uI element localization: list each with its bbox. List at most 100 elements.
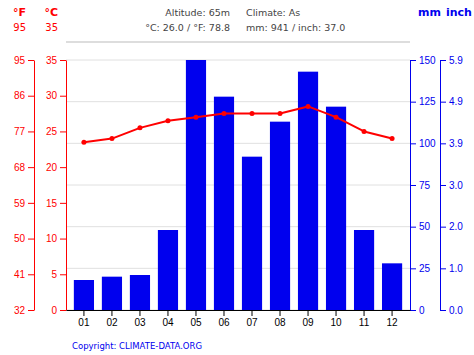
tick-label: 15 [46,198,58,209]
tick-label: 41 [14,269,26,280]
annotation: 35 [45,22,58,33]
bar [158,230,178,310]
tick-label: 10 [46,233,58,244]
bar [186,60,206,310]
annotation: Copyright: CLIMATE-DATA.ORG [72,341,202,351]
tick-label: 5.9 [449,55,463,66]
marker [250,111,255,116]
tick: 25 [410,263,431,274]
tick-label: 08 [274,317,286,328]
tick-mark [28,310,34,311]
annotation: Altitude: 65m [165,7,230,18]
tick-mark [28,239,34,240]
tick-mark [60,131,66,132]
tick-mark [410,227,416,228]
tick-mark [336,310,337,316]
bar [130,275,150,310]
bar [242,157,262,310]
tick: 05 [190,310,202,328]
bar [270,122,290,310]
axis-y4: 0.01.02.03.03.94.95.9 [440,55,463,316]
tick: 3.9 [440,138,463,149]
axis-title: °C [44,6,58,19]
bar [326,107,346,310]
tick-mark [28,60,34,61]
tick: 10 [46,233,66,244]
tick-label: 0 [419,305,425,316]
grid-line [66,185,410,186]
grid-line [66,226,410,227]
separator [66,42,410,43]
tick: 32 [14,305,34,316]
tick-label: 11 [359,317,370,328]
plot-area [74,60,402,310]
tick-mark [440,185,446,186]
tick-mark [60,167,66,168]
marker [306,104,311,109]
tick-label: 10 [330,317,342,328]
tick: 12 [387,310,399,328]
tick-mark [308,310,309,316]
tick-label: 12 [387,317,399,328]
tick-label: 25 [419,263,431,274]
tick-mark [223,310,224,316]
tick: 50 [14,233,34,244]
tick: 0 [51,305,66,316]
tick-mark [60,239,66,240]
tick-label: 50 [419,221,431,232]
axis-line [66,61,67,311]
annotation: Climate: As [246,7,300,18]
tick-mark [60,203,66,204]
axis-line [67,310,411,311]
axis-title: inch [446,6,472,19]
marker [137,125,142,130]
annotation: °C: 26.0 / °F: 78.8 [145,22,230,33]
tick-mark [28,131,34,132]
bar [74,280,94,310]
axis-title: mm [418,6,441,19]
tick-mark [410,143,416,144]
marker [362,129,367,134]
tick-label: 30 [46,90,58,101]
tick-label: 68 [14,162,26,173]
axis-y: 0255075100125150 [410,55,436,316]
tick-label: 32 [14,305,26,316]
tick-label: 04 [162,317,174,328]
tick-mark [410,268,416,269]
tick: 4.9 [440,96,463,107]
axis-line [34,61,35,311]
tick-label: 01 [78,317,90,328]
tick-label: 35 [46,55,58,66]
tick: 2.0 [440,221,463,232]
tick-mark [440,60,446,61]
grid-line [66,101,410,102]
tick-label: 07 [246,317,258,328]
tick-mark [410,102,416,103]
tick-mark [195,310,196,316]
tick-mark [28,96,34,97]
tick: 10 [330,310,342,328]
tick-mark [440,227,446,228]
tick: 01 [78,310,90,328]
chart: 0510152025303532415059687786950255075100… [0,0,474,355]
tick-label: 25 [46,126,58,137]
tick: 68 [14,162,34,173]
tick-mark [60,60,66,61]
annotation: 95 [13,22,26,33]
tick: 5.9 [440,55,463,66]
tick-label: 100 [419,138,436,149]
tick: 35 [46,55,66,66]
tick: 11 [359,310,370,328]
tick-mark [139,310,140,316]
tick-mark [440,268,446,269]
tick-mark [280,310,281,316]
tick-mark [60,274,66,275]
tick: 1.0 [440,263,463,274]
tick-label: 05 [190,317,202,328]
tick-label: 06 [218,317,230,328]
tick-label: 150 [419,55,436,66]
tick: 0 [410,305,425,316]
marker [278,111,283,116]
tick-label: 59 [14,198,26,209]
grid-line [66,60,410,61]
